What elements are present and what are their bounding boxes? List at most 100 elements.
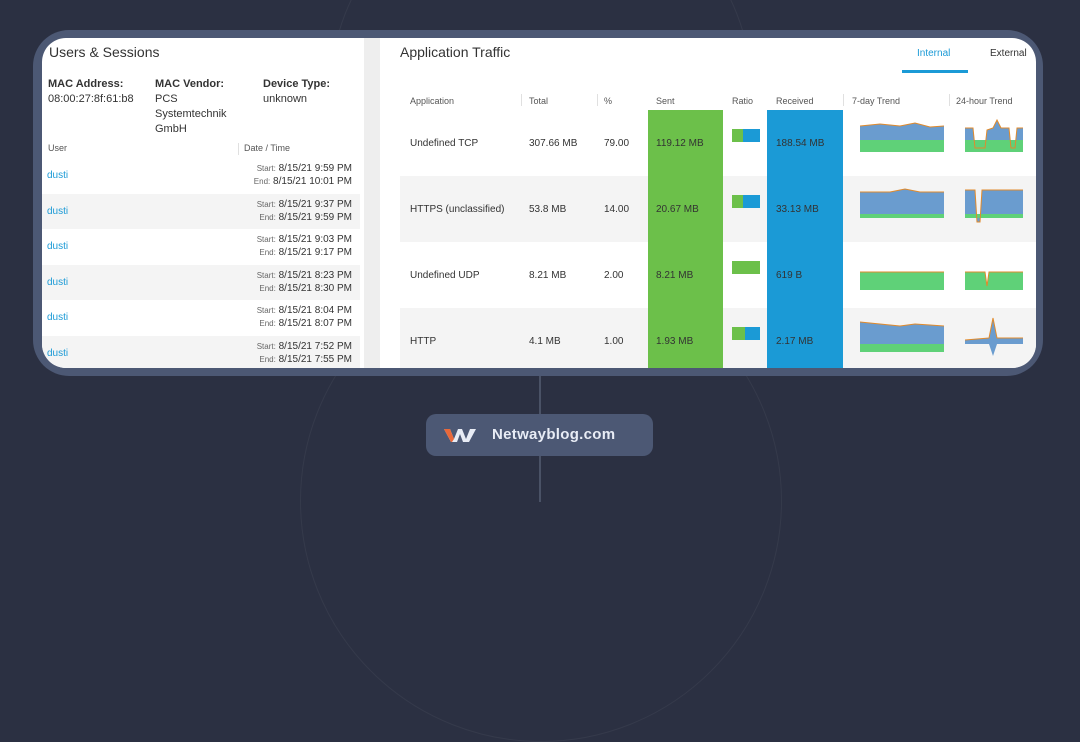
- app-name: Undefined UDP: [410, 270, 480, 281]
- col-7day-trend[interactable]: 7-day Trend: [852, 96, 901, 106]
- app-total: 53.8 MB: [529, 204, 567, 215]
- users-sessions-title: Users & Sessions: [49, 44, 160, 60]
- app-received: 188.54 MB: [776, 138, 825, 149]
- brand-badge[interactable]: Netwayblog.com: [426, 414, 653, 456]
- application-traffic-panel: Application Traffic Internal External Ap…: [380, 38, 1036, 368]
- app-received: 33.13 MB: [776, 204, 819, 215]
- mac-vendor-info: MAC Vendor: PCS Systemtechnik GmbH: [155, 78, 227, 137]
- column-divider: [843, 94, 844, 106]
- app-received: 2.17 MB: [776, 336, 814, 347]
- session-start: 8/15/21 9:37 PM: [278, 198, 352, 210]
- mac-vendor-value: Systemtechnik: [155, 108, 227, 120]
- session-start: 8/15/21 8:23 PM: [278, 269, 352, 281]
- col-percent[interactable]: %: [604, 96, 613, 106]
- panel-divider: [364, 38, 380, 368]
- col-user[interactable]: User: [48, 143, 68, 153]
- app-name: HTTP: [410, 336, 437, 347]
- session-user-link[interactable]: dusti: [47, 241, 69, 252]
- 24hour-trend-sparkline: [965, 189, 1023, 223]
- netway-logo-icon: [444, 429, 476, 442]
- app-total: 4.1 MB: [529, 336, 561, 347]
- mac-address-label: MAC Address:: [48, 78, 124, 90]
- session-end: 8/15/21 9:17 PM: [278, 247, 352, 258]
- mac-vendor-value: PCS: [155, 93, 178, 105]
- column-divider: [238, 143, 239, 155]
- device-type-info: Device Type: unknown: [263, 78, 330, 107]
- session-user-link[interactable]: dusti: [47, 170, 69, 181]
- app-total: 8.21 MB: [529, 270, 567, 281]
- session-start: 8/15/21 7:52 PM: [278, 340, 352, 352]
- app-percent: 2.00: [604, 270, 624, 281]
- app-received: 619 B: [776, 270, 803, 281]
- received-column-highlight: [767, 110, 843, 368]
- app-sent: 119.12 MB: [656, 138, 704, 149]
- session-start: 8/15/21 9:03 PM: [278, 234, 352, 245]
- app-name: Undefined TCP: [410, 138, 479, 149]
- ratio-sent-bar: [732, 261, 760, 274]
- session-start: 8/15/21 9:59 PM: [278, 163, 352, 174]
- session-user-link[interactable]: dusti: [47, 312, 69, 323]
- session-row: dusti Start: 8/15/21 9:03 PM End: 8/15/21…: [47, 234, 352, 258]
- session-user-link[interactable]: dusti: [47, 205, 69, 217]
- device-detail-card: Users & Sessions MAC Address: 08:00:27:8…: [42, 38, 1036, 368]
- mac-vendor-value: GmbH: [155, 123, 187, 135]
- tab-internal[interactable]: Internal: [917, 48, 951, 59]
- col-application[interactable]: Application: [410, 96, 455, 106]
- session-row: dusti Start: 8/15/21 7:52 PM End: 8/15/21…: [42, 335, 360, 368]
- 7day-trend-sparkline: [860, 271, 944, 290]
- mac-vendor-label: MAC Vendor:: [155, 78, 225, 90]
- sessions-list: dusti Start: 8/15/21 9:59 PM End: 8/15/21…: [42, 158, 360, 368]
- session-row: dusti Start: 8/15/21 9:59 PM End: 8/15/21…: [47, 163, 352, 187]
- ratio-sent-bar: [732, 195, 743, 208]
- tab-external[interactable]: External: [990, 48, 1027, 59]
- 24hour-trend-sparkline: [965, 317, 1023, 356]
- session-user-link[interactable]: dusti: [47, 276, 69, 288]
- ratio-received-bar: [745, 327, 760, 340]
- app-name: HTTPS (unclassified): [410, 204, 505, 215]
- col-sent[interactable]: Sent: [656, 96, 675, 106]
- col-ratio[interactable]: Ratio: [732, 96, 754, 106]
- sent-column-highlight: [648, 110, 723, 368]
- 24hour-trend-sparkline: [965, 118, 1023, 152]
- app-percent: 14.00: [604, 204, 630, 215]
- ratio-sent-bar: [732, 327, 745, 340]
- col-received[interactable]: Received: [776, 96, 814, 106]
- app-sent: 8.21 MB: [656, 270, 694, 281]
- 24hour-trend-sparkline: [965, 271, 1023, 290]
- ratio-received-bar: [743, 129, 760, 142]
- ratio-sent-bar: [732, 129, 743, 142]
- 7day-trend-sparkline: [860, 321, 944, 352]
- active-tab-indicator: [902, 70, 968, 73]
- device-type-label: Device Type:: [263, 78, 331, 90]
- session-user-link[interactable]: dusti: [47, 347, 69, 359]
- app-sent: 20.67 MB: [656, 204, 699, 215]
- brand-name: Netwayblog.com: [492, 426, 616, 443]
- col-datetime[interactable]: Date / Time: [244, 143, 291, 153]
- session-start: 8/15/21 8:04 PM: [278, 305, 352, 316]
- app-total: 307.66 MB: [529, 138, 578, 149]
- column-divider: [949, 94, 950, 106]
- col-total[interactable]: Total: [529, 96, 549, 106]
- 7day-trend-sparkline: [860, 188, 944, 218]
- app-percent: 1.00: [604, 336, 624, 347]
- ratio-received-bar: [743, 195, 760, 208]
- app-sent: 1.93 MB: [656, 336, 694, 347]
- column-divider: [597, 94, 598, 106]
- session-row: dusti Start: 8/15/21 8:04 PM End: 8/15/21…: [47, 305, 352, 329]
- session-end: 8/15/21 9:59 PM: [278, 211, 352, 223]
- 7day-trend-sparkline: [860, 122, 944, 152]
- mac-address-value: 08:00:27:8f:61:b8: [48, 93, 134, 105]
- column-divider: [521, 94, 522, 106]
- users-sessions-panel: Users & Sessions MAC Address: 08:00:27:8…: [42, 38, 364, 368]
- app-percent: 79.00: [604, 138, 630, 149]
- session-end: 8/15/21 8:07 PM: [278, 318, 352, 329]
- session-end: 8/15/21 8:30 PM: [278, 282, 352, 294]
- mac-address-info: MAC Address: 08:00:27:8f:61:b8: [48, 78, 134, 107]
- device-type-value: unknown: [263, 93, 308, 105]
- session-row: dusti Start: 8/15/21 9:37 PM End: 8/15/21…: [42, 193, 360, 229]
- session-end: 8/15/21 7:55 PM: [278, 353, 352, 365]
- session-row: dusti Start: 8/15/21 8:23 PM End: 8/15/21…: [42, 264, 360, 300]
- session-end: 8/15/21 10:01 PM: [273, 176, 352, 187]
- application-traffic-title: Application Traffic: [400, 44, 511, 60]
- col-24hour-trend[interactable]: 24-hour Trend: [956, 96, 1013, 106]
